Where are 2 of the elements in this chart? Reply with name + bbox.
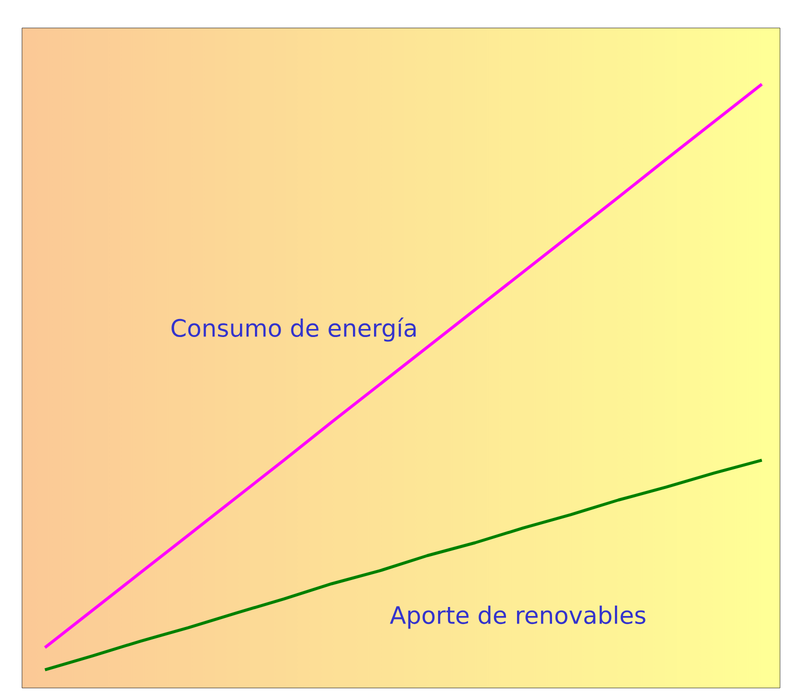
series-label: Aporte de renovables — [390, 606, 646, 629]
series-label: Consumo de energía — [172, 318, 416, 342]
